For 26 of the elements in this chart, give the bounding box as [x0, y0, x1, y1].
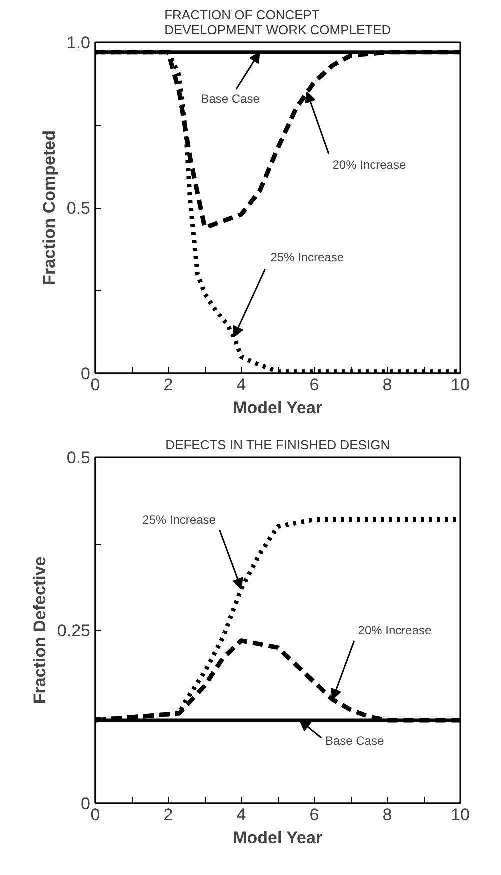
x-tick-label: 8 — [382, 806, 392, 824]
annotation: Base Case — [325, 734, 384, 748]
x-axis-title: Model Year — [233, 828, 323, 848]
annotation: 25% Increase — [270, 250, 344, 265]
y-tick-label: 1.0 — [66, 34, 91, 52]
y-tick-label: 0.5 — [66, 448, 91, 468]
x-tick-label: 8 — [382, 376, 392, 394]
annotation: Base Case — [201, 92, 260, 106]
x-tick-label: 4 — [236, 806, 246, 824]
annotation: 25% Increase — [142, 512, 216, 527]
chart-title: DEFECTS IN THE FINISHED DESIGN — [166, 438, 390, 452]
y-axis-title: Fraction Competed — [40, 130, 59, 286]
x-axis-title: Model Year — [233, 398, 323, 418]
x-tick-label: 10 — [451, 376, 470, 394]
x-tick-label: 6 — [310, 376, 320, 394]
y-tick-label: 0.5 — [66, 199, 91, 218]
x-tick-label: 6 — [310, 806, 320, 824]
y-axis-title: Fraction Defective — [30, 556, 50, 704]
x-tick-label: 10 — [451, 806, 470, 824]
y-tick-label: 0.25 — [57, 622, 91, 640]
annotation: 20% Increase — [358, 624, 432, 638]
x-tick-label: 4 — [236, 376, 246, 394]
x-tick-label: 2 — [164, 806, 174, 824]
x-tick-label: 2 — [164, 376, 174, 394]
annotation: 20% Increase — [332, 158, 406, 172]
chart-title: FRACTION OF CONCEPT DEVELOPMENT WORK COMPLETED — [164, 8, 392, 38]
